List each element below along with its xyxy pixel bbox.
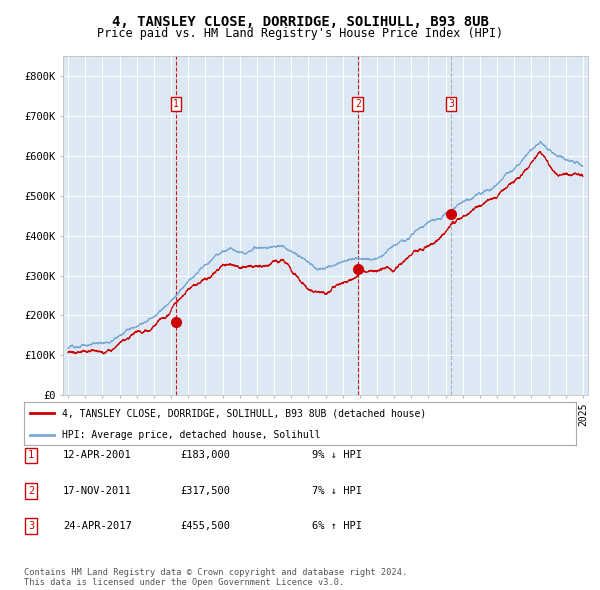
Text: 6% ↑ HPI: 6% ↑ HPI	[312, 522, 362, 531]
Text: Contains HM Land Registry data © Crown copyright and database right 2024.
This d: Contains HM Land Registry data © Crown c…	[24, 568, 407, 587]
Text: 2: 2	[355, 99, 361, 109]
Text: 24-APR-2017: 24-APR-2017	[63, 522, 132, 531]
Text: 3: 3	[448, 99, 454, 109]
Text: HPI: Average price, detached house, Solihull: HPI: Average price, detached house, Soli…	[62, 430, 320, 440]
Text: 1: 1	[28, 451, 34, 460]
Text: 4, TANSLEY CLOSE, DORRIDGE, SOLIHULL, B93 8UB (detached house): 4, TANSLEY CLOSE, DORRIDGE, SOLIHULL, B9…	[62, 408, 426, 418]
Text: 2: 2	[28, 486, 34, 496]
Text: 7% ↓ HPI: 7% ↓ HPI	[312, 486, 362, 496]
Text: £317,500: £317,500	[180, 486, 230, 496]
Text: 4, TANSLEY CLOSE, DORRIDGE, SOLIHULL, B93 8UB: 4, TANSLEY CLOSE, DORRIDGE, SOLIHULL, B9…	[112, 15, 488, 29]
Text: 1: 1	[173, 99, 179, 109]
Text: 9% ↓ HPI: 9% ↓ HPI	[312, 451, 362, 460]
Text: 12-APR-2001: 12-APR-2001	[63, 451, 132, 460]
Text: Price paid vs. HM Land Registry's House Price Index (HPI): Price paid vs. HM Land Registry's House …	[97, 27, 503, 40]
Text: 17-NOV-2011: 17-NOV-2011	[63, 486, 132, 496]
Text: 3: 3	[28, 522, 34, 531]
Text: £455,500: £455,500	[180, 522, 230, 531]
Text: £183,000: £183,000	[180, 451, 230, 460]
